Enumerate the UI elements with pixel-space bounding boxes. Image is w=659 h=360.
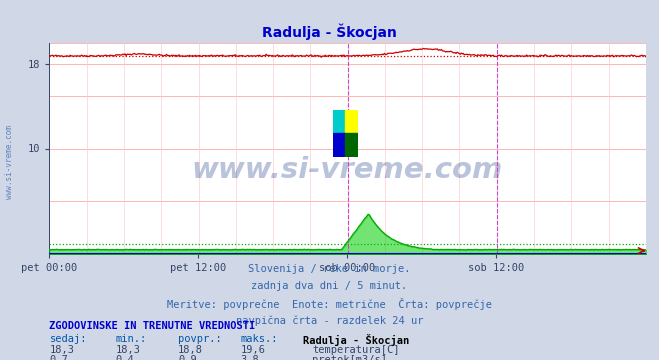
Text: 0,4: 0,4	[115, 355, 134, 360]
Text: navpična črta - razdelek 24 ur: navpična črta - razdelek 24 ur	[236, 315, 423, 326]
Text: pretok[m3/s]: pretok[m3/s]	[312, 355, 387, 360]
Text: Radulja - Škocjan: Radulja - Škocjan	[303, 334, 409, 346]
Text: 0,7: 0,7	[49, 355, 68, 360]
Text: temperatura[C]: temperatura[C]	[312, 345, 400, 355]
Text: 18,8: 18,8	[178, 345, 203, 355]
Text: 3,8: 3,8	[241, 355, 259, 360]
Text: 0,9: 0,9	[178, 355, 196, 360]
Text: www.si-vreme.com: www.si-vreme.com	[5, 125, 14, 199]
Text: 18,3: 18,3	[49, 345, 74, 355]
Text: zadnja dva dni / 5 minut.: zadnja dva dni / 5 minut.	[251, 281, 408, 291]
Bar	[345, 133, 358, 157]
Text: ZGODOVINSKE IN TRENUTNE VREDNOSTI: ZGODOVINSKE IN TRENUTNE VREDNOSTI	[49, 321, 256, 331]
Bar	[333, 133, 345, 157]
Bar	[333, 110, 345, 133]
Text: 18,3: 18,3	[115, 345, 140, 355]
Text: povpr.:: povpr.:	[178, 334, 221, 344]
Text: www.si-vreme.com: www.si-vreme.com	[192, 156, 503, 184]
Text: maks.:: maks.:	[241, 334, 278, 344]
Text: 19,6: 19,6	[241, 345, 266, 355]
Text: min.:: min.:	[115, 334, 146, 344]
Text: Radulja - Škocjan: Radulja - Škocjan	[262, 23, 397, 40]
Text: Meritve: povprečne  Enote: metrične  Črta: povprečje: Meritve: povprečne Enote: metrične Črta:…	[167, 298, 492, 310]
Text: Slovenija / reke in morje.: Slovenija / reke in morje.	[248, 264, 411, 274]
Bar	[345, 110, 358, 133]
Text: sedaj:: sedaj:	[49, 334, 87, 344]
